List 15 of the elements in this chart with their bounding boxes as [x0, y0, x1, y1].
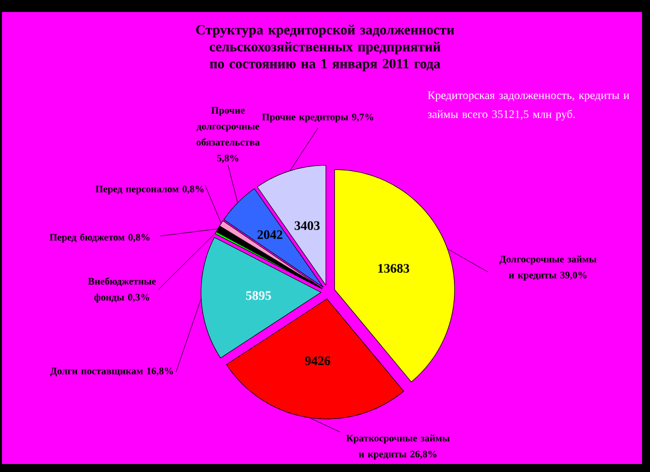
- data-label: 5895: [246, 291, 271, 300]
- slice-label: Долгосрочные займы и кредиты 39,0%: [499, 256, 596, 280]
- slice-label: Перед бюджетом 0,8%: [50, 233, 150, 243]
- data-label: 13683: [378, 264, 410, 273]
- chart-title: Структура кредиторской задолженности сельскохозяйственных предприятий по состоянию на 1 января 2011 года: [196, 24, 454, 72]
- slice-label: Прочие кредиторы 9,7%: [262, 114, 374, 122]
- text: Кредиторская задолженность, кредиты и займы всего 35121,5 млн руб.: [428, 92, 630, 120]
- slice-label: Прочие долгосрочные обязательства 5,8%: [196, 107, 260, 163]
- slice-label: Внебюджетные фонды 0,3%: [88, 277, 156, 303]
- data-label: 2042: [258, 230, 282, 240]
- data-label: 9426: [305, 356, 330, 366]
- data-label: 3403: [294, 221, 320, 230]
- slice-label: Долги поставщикам 16,8%: [50, 368, 173, 376]
- slice-label: Краткосрочные займы и кредиты 26,8%: [346, 434, 450, 460]
- slice-label: Перед персоналом 0,8%: [96, 186, 204, 194]
